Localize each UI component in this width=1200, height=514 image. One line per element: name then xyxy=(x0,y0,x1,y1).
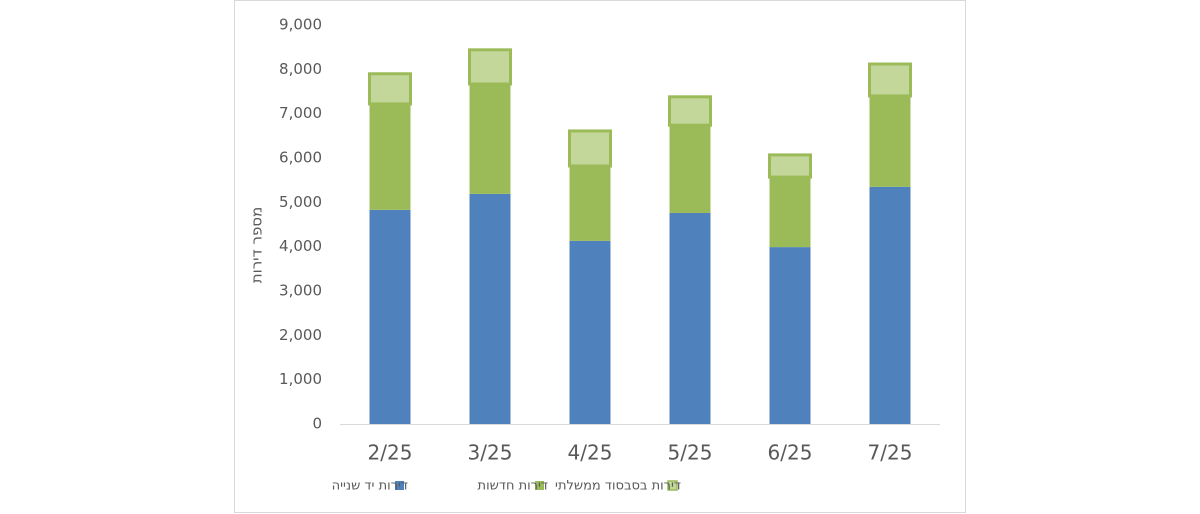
bar-segment xyxy=(368,72,412,106)
legend-label: דירות בסבסוד ממשלתי xyxy=(555,479,681,494)
y-tick-label: 0 xyxy=(312,415,322,433)
y-tick-label: 1,000 xyxy=(279,370,322,388)
legend-marker xyxy=(667,480,678,491)
bar-segment xyxy=(669,125,711,213)
legend-label: דירות חדשות xyxy=(478,479,548,494)
legend-marker xyxy=(395,481,404,490)
y-tick-label: 4,000 xyxy=(279,237,322,255)
bar-segment xyxy=(669,212,711,424)
y-tick-label: 6,000 xyxy=(279,149,322,167)
bar-segment xyxy=(569,240,611,424)
bar-segment xyxy=(869,95,911,187)
x-tick-label: 5/25 xyxy=(668,441,713,465)
bar-segment xyxy=(668,95,712,127)
y-tick-label: 7,000 xyxy=(279,104,322,122)
bar-segment xyxy=(568,129,612,168)
legend-label: דירות יד שנייה xyxy=(332,479,408,494)
bar-segment xyxy=(869,186,911,424)
bar-segment xyxy=(369,209,411,424)
bar-segment xyxy=(369,103,411,210)
x-tick-label: 4/25 xyxy=(568,441,613,465)
bar-segment xyxy=(469,83,511,194)
y-tick-label: 2,000 xyxy=(279,326,322,344)
x-tick-label: 7/25 xyxy=(868,441,913,465)
x-tick-label: 3/25 xyxy=(468,441,513,465)
bar-segment xyxy=(769,177,811,248)
bar-segment xyxy=(469,193,511,424)
bar-segment xyxy=(868,62,912,98)
bar-segment xyxy=(768,153,812,179)
legend-marker xyxy=(535,481,544,490)
bar-segment xyxy=(769,247,811,424)
y-tick-label: 9,000 xyxy=(279,16,322,34)
y-axis-title: מספר דירות xyxy=(248,207,266,283)
x-tick-label: 2/25 xyxy=(368,441,413,465)
bar-segment xyxy=(468,48,512,86)
y-tick-label: 3,000 xyxy=(279,282,322,300)
x-tick-label: 6/25 xyxy=(768,441,813,465)
y-tick-label: 5,000 xyxy=(279,193,322,211)
y-tick-label: 8,000 xyxy=(279,60,322,78)
bar-segment xyxy=(569,165,611,241)
